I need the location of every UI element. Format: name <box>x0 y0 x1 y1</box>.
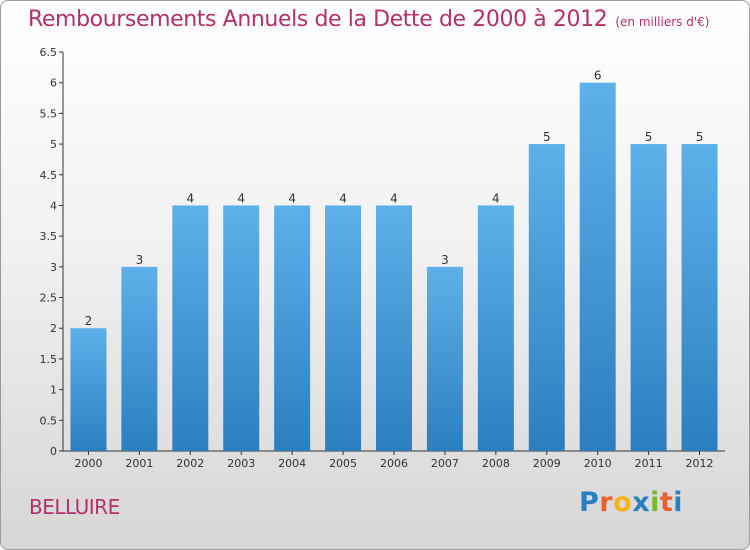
y-tick-label: 0.5 <box>40 414 58 427</box>
x-tick-label: 2010 <box>584 457 612 470</box>
data-label: 3 <box>441 253 449 267</box>
bar <box>528 144 565 452</box>
data-label: 5 <box>543 130 551 144</box>
x-tick-label: 2009 <box>533 457 561 470</box>
x-tick-label: 2002 <box>176 457 204 470</box>
data-label: 4 <box>186 191 194 205</box>
y-tick-label: 0 <box>50 445 57 458</box>
bar <box>579 82 616 451</box>
data-label: 4 <box>288 191 296 205</box>
y-tick-label: 4 <box>50 199 57 212</box>
y-tick-label: 5.5 <box>40 107 58 120</box>
logo-letter: x <box>632 487 651 518</box>
y-tick-label: 1.5 <box>40 353 58 366</box>
y-tick-label: 6.5 <box>40 46 58 59</box>
data-label: 4 <box>390 191 398 205</box>
bar <box>376 205 412 451</box>
logo-letter: i <box>650 487 660 518</box>
bar <box>681 144 718 452</box>
data-label: 2 <box>85 314 93 328</box>
logo-letter: r <box>599 487 614 518</box>
x-tick-label: 2012 <box>686 457 714 470</box>
y-tick-label: 2.5 <box>40 292 58 305</box>
bar <box>121 266 158 451</box>
chart-title: Remboursements Annuels de la Dette de 20… <box>28 7 710 32</box>
data-label: 4 <box>492 191 500 205</box>
x-tick-label: 2005 <box>329 457 357 470</box>
bar <box>223 205 260 451</box>
bar <box>274 205 311 451</box>
x-tick-label: 2003 <box>227 457 255 470</box>
x-tick-label: 2000 <box>74 457 102 470</box>
x-tick-label: 2008 <box>482 457 510 470</box>
bar <box>325 205 362 451</box>
commune-name: BELLUIRE <box>29 495 120 519</box>
y-tick-label: 2 <box>50 322 57 335</box>
y-tick-label: 5 <box>50 138 57 151</box>
data-label: 4 <box>237 191 245 205</box>
y-tick-label: 4.5 <box>40 169 58 182</box>
logo-letter: t <box>659 487 674 518</box>
x-tick-label: 2004 <box>278 457 306 470</box>
y-tick-label: 1 <box>50 384 57 397</box>
data-label: 3 <box>136 253 144 267</box>
proxiti-logo: Proxiti <box>579 487 683 518</box>
logo-letter: i <box>673 487 684 518</box>
bar <box>630 144 667 452</box>
x-tick-label: 2011 <box>635 457 663 470</box>
y-tick-label: 3 <box>50 261 57 274</box>
y-tick-label: 3.5 <box>40 230 58 243</box>
bar <box>70 328 107 451</box>
bar-chart: 0 0.5 1 1.5 2 2.5 3 3.5 4 4.5 5 5.5 6 6.5 2 2000 3 2001 4 2… <box>40 46 725 470</box>
data-label: 6 <box>594 69 602 83</box>
data-label: 5 <box>696 130 704 144</box>
x-tick-label: 2006 <box>380 457 408 470</box>
bar <box>477 205 514 451</box>
logo-letter: P <box>579 487 600 518</box>
bar <box>426 266 463 451</box>
chart-subtitle: (en milliers d'€) <box>615 15 710 29</box>
y-tick-label: 6 <box>50 77 57 90</box>
data-label: 4 <box>339 191 347 205</box>
x-tick-label: 2001 <box>125 457 153 470</box>
logo-letter: o <box>613 487 633 518</box>
x-tick-label: 2007 <box>431 457 459 470</box>
data-label: 5 <box>645 130 653 144</box>
bar <box>172 205 209 451</box>
